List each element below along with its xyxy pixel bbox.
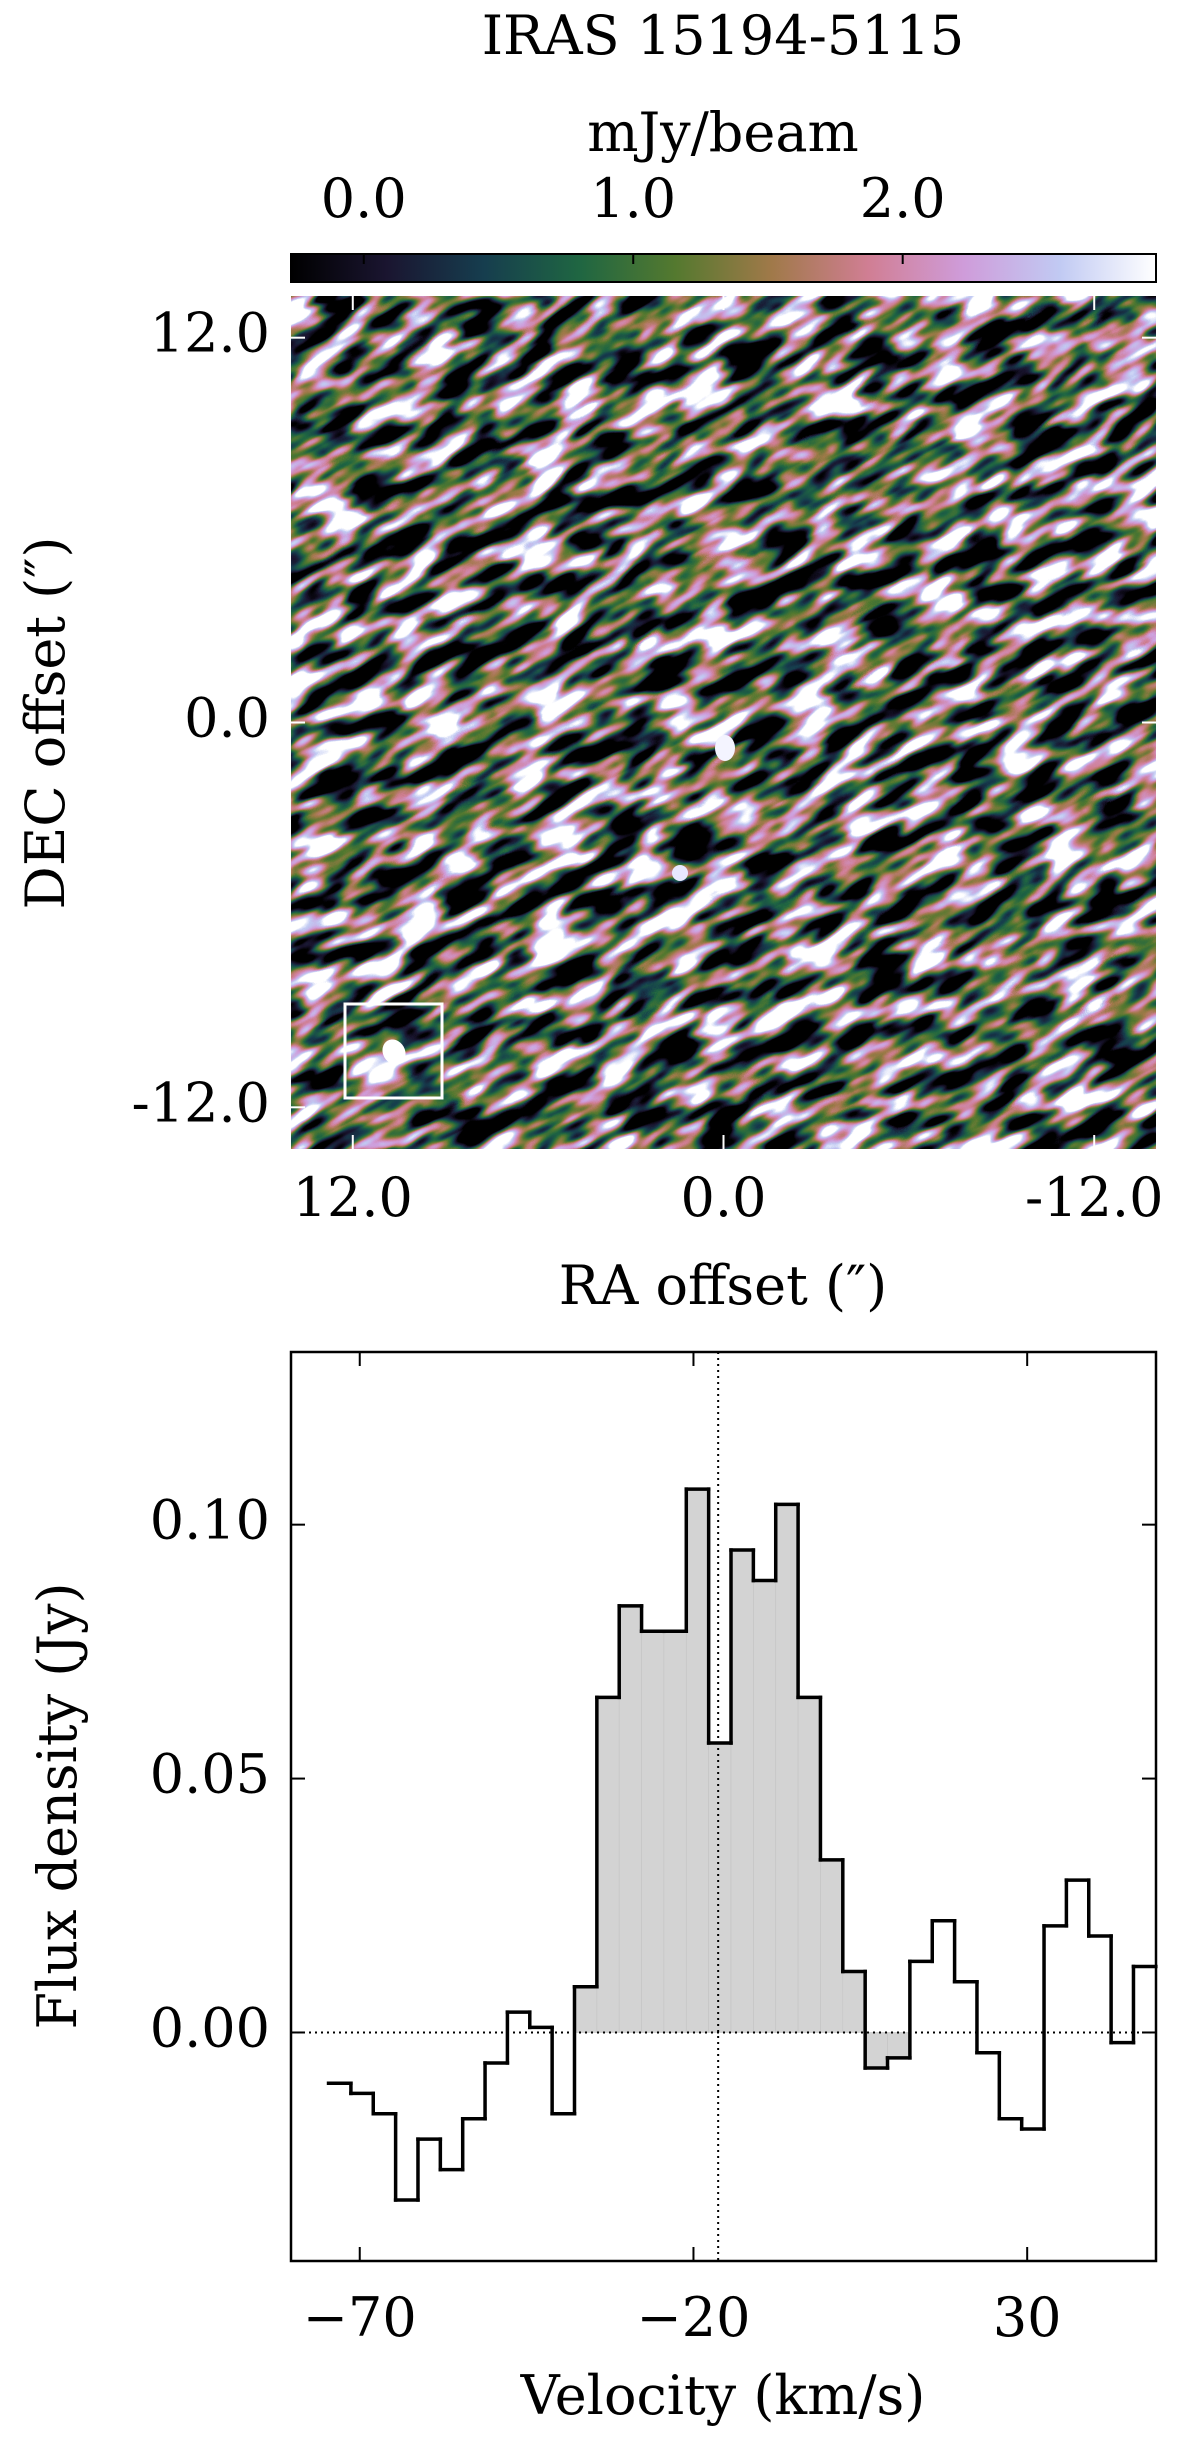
x-tick-label: −70 — [303, 2286, 417, 2349]
shaded-channel — [574, 1986, 598, 2033]
x-tick-label: -12.0 — [1025, 1166, 1163, 1229]
x-tick-label: −20 — [636, 2286, 750, 2349]
noise-field — [291, 296, 1156, 1149]
x-axis-label: RA offset (″) — [559, 1254, 888, 1317]
y-axis-label: Flux density (Jy) — [26, 1582, 89, 2029]
y-tick-label: 0.0 — [184, 687, 270, 750]
shaded-channel — [887, 2032, 911, 2059]
shaded-channel — [685, 1488, 709, 2033]
x-tick-label: 0.0 — [681, 1166, 767, 1229]
y-axis-label: DEC offset (″) — [14, 537, 77, 910]
x-tick-label: 12.0 — [293, 1166, 413, 1229]
shaded-channel — [618, 1605, 642, 2033]
shaded-channel — [708, 1742, 732, 2033]
y-tick-label: 0.05 — [150, 1743, 270, 1806]
x-tick-label: 30 — [993, 2286, 1062, 2349]
colorbar-tick-label: 1.0 — [590, 167, 676, 230]
y-tick-label: 0.00 — [150, 1996, 270, 2059]
beam-box — [343, 1002, 444, 1100]
shaded-channel — [663, 1631, 687, 2033]
beam — [382, 1039, 406, 1065]
bright-spot — [672, 865, 688, 881]
y-tick-label: -12.0 — [132, 1071, 270, 1134]
x-axis-label: Velocity (km/s) — [520, 2364, 926, 2427]
colorbar — [290, 253, 1157, 283]
colorbar-tick-label: 0.0 — [321, 167, 407, 230]
shaded-channel — [797, 1697, 821, 2033]
shaded-channel — [753, 1580, 777, 2033]
colorbar-label: mJy/beam — [587, 101, 858, 164]
chart-title: IRAS 15194-5115 — [482, 4, 965, 67]
shaded-channel — [641, 1631, 665, 2033]
shaded-channel — [730, 1549, 754, 2033]
shaded-channel — [596, 1697, 620, 2033]
map-texture — [291, 296, 1156, 1149]
y-tick-label: 0.10 — [150, 1489, 270, 1552]
shaded-channel — [820, 1859, 844, 2033]
shaded-channel — [775, 1504, 799, 2033]
shaded-channel — [864, 2032, 888, 2069]
colorbar-tick-label: 2.0 — [860, 167, 946, 230]
bright-spot — [715, 735, 735, 761]
shaded-channel — [842, 1971, 866, 2033]
map-image — [291, 296, 1156, 1149]
plot-frame — [289, 1350, 1158, 2263]
y-tick-label: 12.0 — [150, 302, 270, 365]
